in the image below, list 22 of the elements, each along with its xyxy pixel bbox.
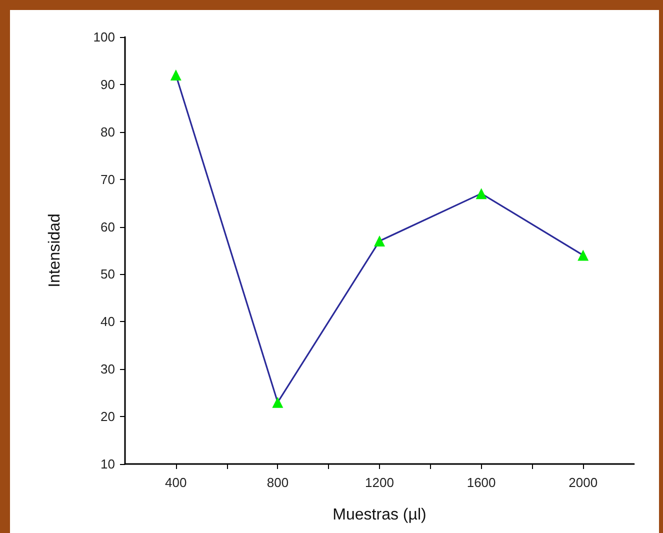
y-tick-label: 10 [100, 456, 115, 472]
y-tick-label: 30 [100, 362, 115, 377]
y-tick-label: 80 [100, 124, 115, 140]
y-tick-label: 40 [100, 314, 115, 330]
x-tick-label: 400 [165, 475, 187, 490]
y-tick-label: 100 [93, 30, 115, 44]
y-axis-title: Intensidad [46, 214, 64, 288]
point [578, 250, 589, 261]
y-tick-label: 90 [100, 76, 115, 92]
y-tick-label: 50 [100, 266, 115, 282]
x-tick-label: 800 [266, 475, 289, 490]
y-tick-label: 20 [100, 409, 115, 424]
x-tick-label: 2000 [568, 475, 598, 490]
point [272, 396, 284, 408]
point [170, 69, 182, 80]
x-tick-label: 1200 [365, 475, 394, 490]
y-tick-label: 70 [100, 172, 115, 187]
x-tick-label: 1600 [466, 475, 496, 490]
y-tick-label: 60 [100, 219, 115, 234]
point [476, 188, 487, 200]
x-axis-title: Muestras (µl) [332, 506, 426, 524]
point [374, 236, 385, 247]
